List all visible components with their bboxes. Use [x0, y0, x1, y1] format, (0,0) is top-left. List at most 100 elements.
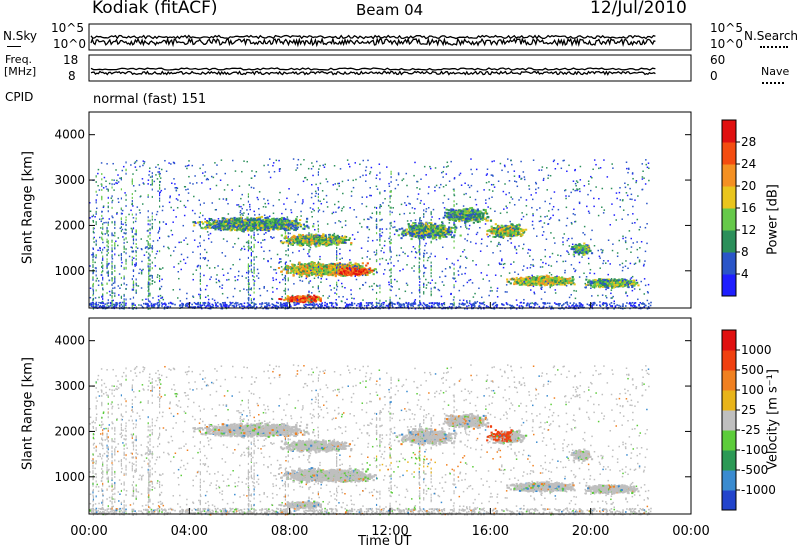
power-point: [318, 269, 321, 272]
power-point: [209, 224, 212, 227]
power-point: [254, 227, 257, 230]
nsky-tick-high: 10^5: [51, 21, 84, 35]
power-point: [299, 273, 302, 276]
power-point: [319, 297, 322, 300]
power-point: [272, 221, 276, 224]
power-point: [352, 265, 355, 268]
power-point: [265, 219, 268, 222]
power-point: [275, 221, 278, 224]
power-point: [320, 267, 323, 270]
power-point: [290, 225, 293, 228]
power-point: [204, 227, 207, 230]
power-point: [294, 224, 297, 227]
power-point: [206, 226, 209, 229]
power-point: [295, 227, 298, 230]
power-point: [337, 270, 340, 273]
power-point: [249, 218, 252, 221]
power-point: [282, 221, 285, 224]
power-point: [412, 222, 415, 225]
power-point: [290, 299, 293, 302]
cpid-value: normal (fast) 151: [93, 92, 206, 107]
power-point: [285, 272, 289, 275]
power-point: [229, 221, 233, 224]
power-point: [293, 223, 296, 226]
power-point: [326, 272, 329, 275]
power-point: [401, 227, 404, 230]
power-point: [416, 231, 419, 234]
power-point: [268, 227, 271, 230]
power-point: [288, 238, 292, 241]
power-point: [208, 219, 212, 222]
power-point: [302, 242, 305, 245]
power-point: [313, 240, 316, 243]
power-point: [357, 263, 360, 266]
power-point: [278, 297, 281, 300]
power-point: [331, 236, 334, 239]
power-point: [292, 271, 295, 274]
power-point: [293, 220, 296, 223]
power-point: [261, 224, 264, 227]
power-point: [409, 234, 412, 237]
power-point: [287, 296, 290, 299]
power-point: [289, 271, 292, 274]
power-point: [323, 267, 326, 270]
power-point: [427, 224, 430, 227]
power-point: [332, 234, 336, 237]
nave-line: [90, 67, 656, 71]
power-point: [364, 274, 367, 277]
power-point: [424, 222, 428, 225]
power-point: [332, 270, 335, 273]
power-point: [258, 220, 261, 223]
power-point: [262, 226, 265, 229]
nsky-underline: [7, 46, 21, 47]
power-point: [312, 269, 316, 272]
power-point: [241, 227, 244, 230]
power-point: [233, 223, 236, 226]
power-point: [298, 237, 301, 240]
power-point: [316, 234, 320, 237]
power-point: [308, 270, 311, 273]
cpid-label: CPID: [5, 90, 33, 104]
power-point: [314, 274, 318, 277]
power-point: [230, 218, 233, 221]
power-point: [250, 218, 253, 221]
power-point: [230, 223, 234, 226]
power-point: [344, 274, 347, 277]
nsky-tick-low: 10^0: [53, 37, 86, 51]
power-point: [208, 226, 211, 229]
power-point: [412, 224, 416, 227]
power-point: [459, 234, 462, 237]
power-point: [308, 272, 311, 275]
power-point: [298, 261, 301, 264]
power-point: [255, 221, 258, 224]
power-point: [266, 221, 269, 224]
power-point: [251, 225, 254, 228]
power-point: [364, 270, 367, 273]
power-point: [443, 233, 447, 236]
power-point: [226, 218, 229, 221]
power-point: [354, 272, 357, 275]
power-point: [306, 224, 309, 227]
power-point: [295, 268, 298, 271]
power-point: [363, 268, 366, 271]
nsky-line: [90, 36, 656, 48]
power-point: [311, 237, 314, 240]
power-point: [266, 224, 269, 227]
power-point: [310, 238, 313, 241]
power-point: [453, 223, 456, 226]
power-point: [243, 221, 246, 224]
power-point: [244, 218, 247, 221]
power-point: [303, 227, 306, 230]
power-point: [273, 224, 276, 227]
power-point: [268, 224, 271, 227]
power-point: [214, 222, 217, 225]
power-point: [268, 226, 271, 229]
power-point: [237, 223, 240, 226]
power-point: [299, 269, 302, 272]
power-point: [439, 237, 442, 240]
power-point: [220, 226, 223, 229]
power-point: [299, 225, 302, 228]
power-point: [329, 271, 332, 274]
power-point: [312, 237, 316, 240]
